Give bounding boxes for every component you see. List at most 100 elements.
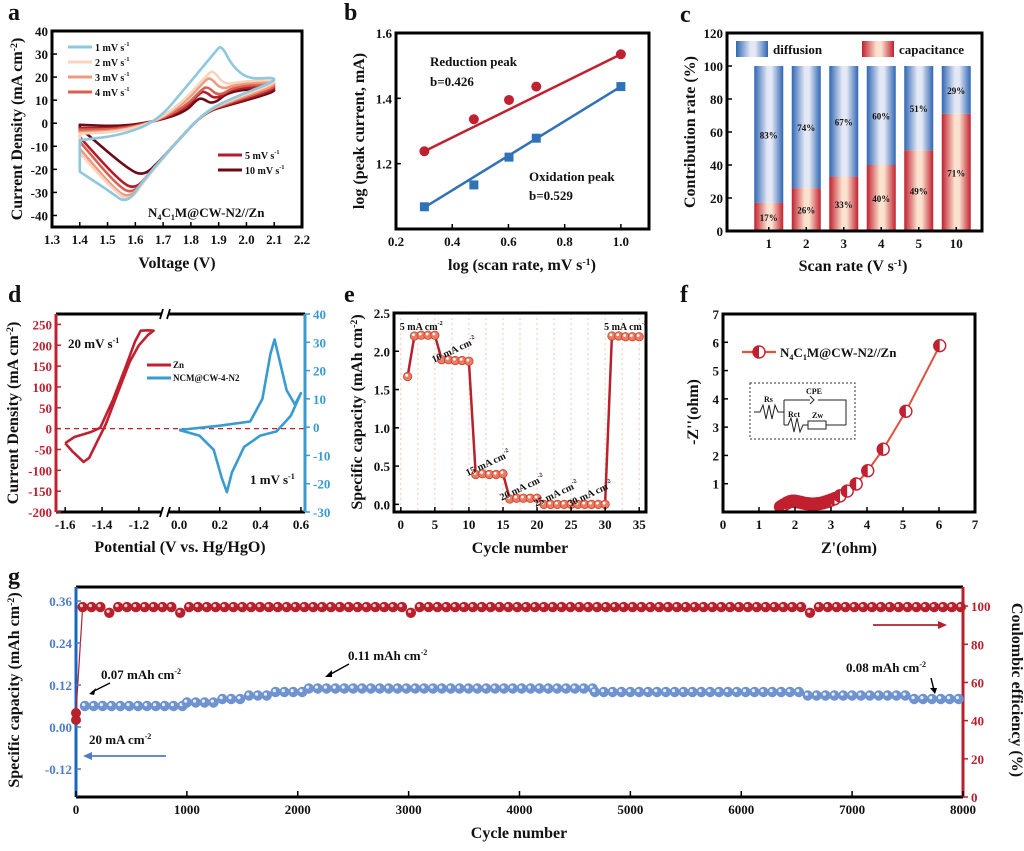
data-point-highlight	[405, 373, 409, 377]
x-tick-label: 0	[73, 802, 80, 817]
capacity-point-highlight	[281, 689, 285, 693]
data-point-highlight	[521, 495, 524, 499]
data-point-half	[841, 485, 848, 498]
panel-f-frame	[721, 312, 977, 514]
x-tick-label: 1.8	[183, 232, 200, 247]
y-tick-label: 100	[704, 59, 724, 74]
panel-a: 1 mV s-1 2 mV s-1 3 mV s-1 4 mV s-1 5 mV s-1…	[9, 38, 284, 272]
y-tick-label: 40	[313, 307, 326, 322]
y-tick-label: 30	[35, 47, 48, 62]
ce-point	[733, 601, 745, 613]
ce-point	[86, 601, 97, 613]
ce-point	[840, 601, 851, 613]
ce-point-highlight	[780, 604, 784, 608]
x-tick-label: 1.5	[99, 232, 116, 247]
ce-point	[308, 601, 319, 613]
capacity-point	[374, 683, 385, 694]
ce-point-highlight	[337, 604, 341, 608]
ce-point	[254, 601, 266, 613]
capacity-point	[489, 683, 501, 694]
capacity-point-highlight	[725, 689, 729, 693]
x-tick-label: 0.8	[557, 234, 574, 249]
capacity-point	[687, 686, 698, 698]
ce-point-highlight	[549, 604, 554, 608]
capacity-point-highlight	[246, 692, 250, 696]
ce-point	[210, 601, 221, 613]
capacity-point-highlight	[707, 689, 711, 693]
capacity-point	[625, 686, 636, 698]
ce-point-highlight	[345, 604, 350, 608]
ce-point	[787, 601, 798, 613]
ce-point	[574, 601, 585, 613]
y-tick-label: 60	[971, 675, 984, 690]
ce-point	[893, 601, 904, 613]
ce-point	[281, 601, 292, 613]
ce-point-highlight	[390, 604, 394, 608]
scan-rate-annotation: 1 mV s-1	[250, 472, 295, 487]
capacity-point	[891, 690, 902, 701]
capacity-point	[410, 683, 421, 694]
capacity-point	[616, 686, 627, 698]
capacity-point-highlight	[663, 689, 667, 693]
ce-point-highlight	[931, 604, 935, 608]
ce-point	[325, 601, 337, 613]
ce-point	[183, 601, 195, 613]
panel-b: Reduction peak b=0.426 Oxidation peak b=0.5…	[351, 49, 626, 274]
ce-point	[795, 601, 807, 613]
ce-point-highlight	[124, 604, 128, 608]
bar-label: 83%	[760, 130, 778, 140]
capacity-point-highlight	[403, 685, 407, 689]
cpe-element	[809, 395, 815, 405]
data-point	[531, 133, 541, 143]
data-point-highlight	[636, 334, 640, 337]
legend-label: 4 mV s-1	[95, 86, 129, 99]
capacity-point-highlight	[144, 703, 148, 707]
capacity-first-point	[71, 715, 81, 725]
ce-point	[316, 601, 328, 613]
capacity-point	[243, 690, 255, 701]
data-point-highlight	[616, 333, 620, 337]
ce-first-point	[71, 708, 81, 718]
ce-point-highlight	[913, 604, 917, 608]
ce-point-highlight	[319, 604, 323, 608]
bar-label: 51%	[910, 104, 928, 114]
ce-point-highlight	[496, 604, 500, 608]
y-tick-label: 2.5	[374, 306, 391, 321]
ce-point-highlight	[665, 604, 669, 608]
capacity-point	[758, 686, 769, 698]
ce-point-highlight	[656, 604, 660, 608]
capacity-point	[347, 683, 359, 694]
capacity-point-highlight	[911, 696, 915, 700]
x-tick-label: 7000	[839, 802, 865, 817]
panel-letter-f: f	[680, 282, 689, 308]
capacity-point	[124, 700, 135, 712]
y-tick-label: 0	[42, 116, 49, 131]
data-point-highlight	[439, 357, 443, 360]
y-tick-label: -30	[313, 505, 330, 520]
ce-point-highlight	[159, 604, 163, 608]
x-tick-label: -1.4	[92, 517, 113, 532]
capacity-point-highlight	[796, 689, 800, 693]
capacity-point-highlight	[840, 692, 844, 696]
legend-label: capacitance	[899, 42, 964, 57]
x-tick-label: 7	[972, 517, 979, 532]
series-label: Oxidation peak	[529, 169, 615, 184]
ce-point-highlight	[691, 604, 696, 608]
capacity-point-highlight	[938, 696, 942, 700]
capacity-point-highlight	[90, 703, 95, 707]
ce-point	[458, 601, 470, 613]
x-tick-label: -1.2	[129, 517, 150, 532]
data-point-highlight	[480, 471, 483, 474]
capacity-point	[775, 686, 787, 698]
y-tick-label: 40	[971, 714, 984, 729]
panel-a-frame	[50, 29, 304, 229]
data-point-highlight	[602, 501, 606, 505]
panel-letter-c: c	[680, 2, 691, 28]
data-point	[430, 330, 440, 340]
circuit-label: Rct	[788, 410, 800, 419]
data-point	[504, 94, 515, 105]
capacity-point-highlight	[804, 692, 809, 696]
ce-point-highlight	[434, 604, 438, 608]
capacity-point-highlight	[689, 689, 693, 693]
